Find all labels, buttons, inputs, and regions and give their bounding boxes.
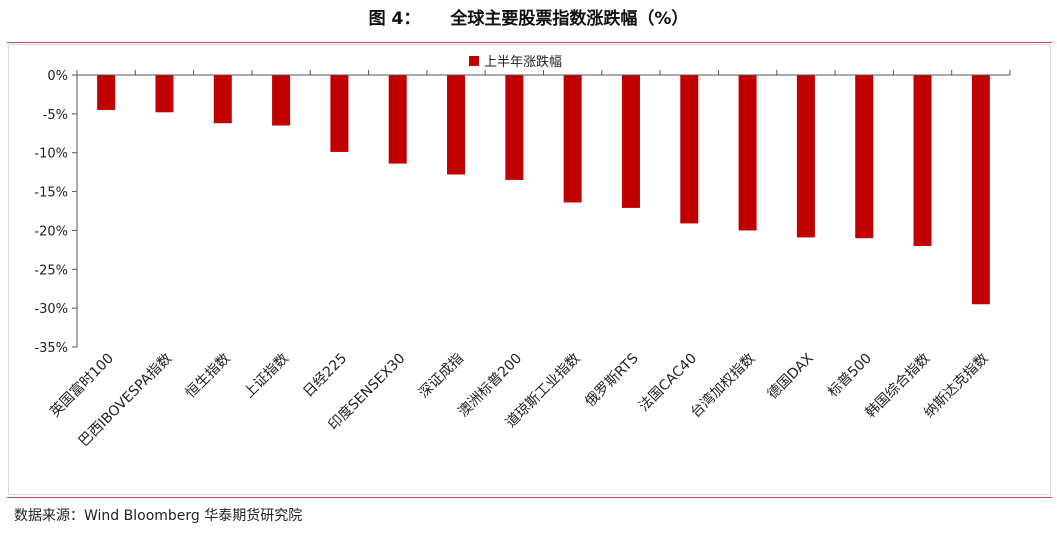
- source-note: 数据来源：Wind Bloomberg 华泰期货研究院: [14, 508, 303, 524]
- x-tick-label: 标普500: [825, 351, 875, 401]
- y-tick-label: -15%: [34, 186, 68, 201]
- bar: [563, 75, 582, 203]
- y-tick-label: 0%: [47, 69, 68, 84]
- bar: [272, 75, 291, 126]
- bar: [155, 75, 174, 113]
- bar: [971, 75, 990, 305]
- y-axis: 0% -5% -10% -15% -20% -25% -30% -35%: [34, 69, 78, 356]
- figure-title-text: 全球主要股票指数涨跌幅（%）: [450, 9, 689, 29]
- bar: [855, 75, 874, 239]
- bar: [621, 75, 640, 208]
- top-rule: [7, 42, 1052, 43]
- bar: [388, 75, 407, 164]
- chart-legend: 上半年涨跌幅: [469, 54, 562, 70]
- x-tick-label: 深证成指: [416, 351, 467, 402]
- figure-title: 图 4： 全球主要股票指数涨跌幅（%）: [0, 0, 1057, 40]
- x-tick-label: 日经225: [300, 351, 350, 401]
- bar: [447, 75, 466, 175]
- legend-label: 上半年涨跌幅: [484, 54, 562, 70]
- bars: [97, 75, 990, 305]
- figure-label: 图 4：: [368, 9, 421, 29]
- bar: [505, 75, 524, 180]
- x-tick-label: 上证指数: [241, 351, 292, 402]
- y-tick-label: -5%: [43, 108, 68, 123]
- bar: [97, 75, 116, 110]
- chart-frame: [8, 44, 1051, 495]
- bar: [680, 75, 699, 224]
- bar: [330, 75, 349, 152]
- y-tick-label: -35%: [34, 341, 68, 356]
- x-tick-label: 俄罗斯RTS: [582, 350, 642, 410]
- y-tick-label: -30%: [34, 302, 68, 317]
- x-tick-label: 恒生指数: [183, 351, 234, 402]
- bottom-rule: [7, 497, 1052, 498]
- y-tick-label: -25%: [34, 263, 68, 278]
- x-axis: [76, 70, 1011, 76]
- y-tick-label: -10%: [34, 147, 68, 162]
- bar: [913, 75, 932, 246]
- bar: [796, 75, 815, 238]
- y-tick-label: -20%: [34, 224, 68, 239]
- bar: [213, 75, 232, 124]
- x-tick-label: 法国CAC40: [636, 351, 700, 415]
- x-tick-label: 德国DAX: [765, 350, 817, 402]
- bar: [738, 75, 757, 231]
- legend-swatch: [469, 56, 479, 66]
